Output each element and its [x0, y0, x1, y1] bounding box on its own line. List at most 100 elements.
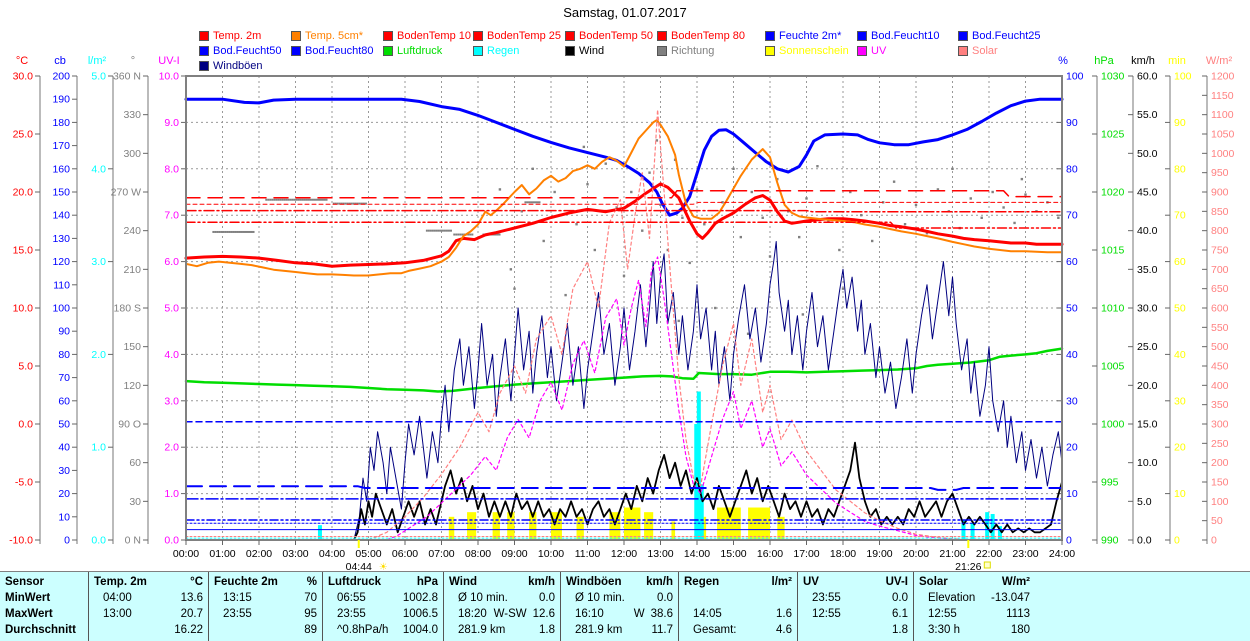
- tick-label: 20.0: [13, 187, 34, 199]
- sun-icon: ☀: [379, 562, 388, 571]
- stats-cell: 12:55 1113: [914, 606, 1035, 622]
- cell-values: 16.22: [174, 622, 208, 638]
- tick-label: 2.0: [91, 349, 106, 361]
- series-temp-5cm: [185, 119, 1063, 277]
- tick-label: 0.0: [91, 535, 106, 547]
- gridlines: [185, 76, 1063, 540]
- legend-label: Bod.Feucht80: [305, 44, 374, 57]
- tick-label: 60: [58, 395, 70, 407]
- tick-label: 25.0: [13, 129, 34, 141]
- stats-col-sensor: Sensor MinWert MaxWert Durchschnitt: [0, 572, 88, 641]
- x-tick-label: 12:00: [611, 548, 637, 560]
- tick-label: 210: [123, 264, 141, 276]
- tick-label: 995: [1101, 477, 1119, 489]
- tick-label: 60: [1174, 256, 1186, 268]
- tick-label: 700: [1211, 264, 1229, 276]
- tick-label: 550: [1211, 322, 1229, 334]
- stats-col-regen: Regen l/m² 14:05 1.6 Gesamt: 4.6: [678, 572, 797, 641]
- stats-row-label: MaxWert: [0, 606, 88, 622]
- tick-label: 20: [1066, 442, 1078, 454]
- stats-cell: ^0.8hPa/h 1004.0: [323, 622, 443, 638]
- legend-item-bod-feucht10: Bod.Feucht10: [857, 29, 940, 42]
- series-wind: [185, 441, 1063, 541]
- sensor-name: Regen: [684, 576, 720, 588]
- stats-col-temp-2m: Temp. 2m °C 04:00 13.6 13:00 20.7 16.22: [88, 572, 208, 641]
- x-tick-label: 17:00: [793, 548, 819, 560]
- cell-value: 11.7: [651, 624, 673, 636]
- tick-label: 1200: [1211, 71, 1235, 83]
- series-richtung: [212, 139, 1060, 335]
- cell-time: [798, 622, 812, 638]
- stats-col-header: Solar W/m²: [914, 574, 1035, 590]
- cell-value: 0.0: [657, 592, 673, 604]
- sensor-unit: l/m²: [771, 576, 792, 588]
- tick-label: 30: [1066, 395, 1078, 407]
- cell-values: W 38.6: [634, 606, 678, 622]
- temp-2m-swatch-icon: [199, 30, 209, 41]
- cell-values: -13.047: [991, 590, 1035, 606]
- tick-label: 300: [1211, 419, 1229, 431]
- tick-label: 50: [58, 419, 70, 431]
- tick-label: 20: [1174, 442, 1186, 454]
- legend-item-feuchte-2m: Feuchte 2m*: [765, 29, 841, 42]
- axis-unit-label: UV-I: [158, 55, 179, 67]
- cell-time: [89, 622, 103, 638]
- cell-time: Gesamt:: [693, 624, 737, 636]
- legend-item-sonnenschein: Sonnenschein: [765, 44, 849, 57]
- x-tick-label: 10:00: [538, 548, 564, 560]
- tick-label: 0 N: [125, 535, 141, 547]
- sensor-name: Solar: [919, 576, 948, 588]
- tick-label: 15.0: [1137, 419, 1158, 431]
- row-label: MaxWert: [5, 608, 53, 620]
- series-uv: [386, 256, 968, 541]
- legend-label: Sonnenschein: [779, 44, 849, 57]
- tick-label: 800: [1211, 225, 1229, 237]
- cell-value: 1.8: [892, 624, 908, 636]
- sensor-name: Temp. 2m: [94, 576, 147, 588]
- tick-label: 50: [1211, 515, 1223, 527]
- legend-item-luftdruck: Luftdruck: [383, 44, 442, 57]
- cell-time: 23:55: [812, 592, 841, 604]
- stats-cell: 1.8: [798, 622, 913, 638]
- legend: Temp. 2m Temp. 5cm* BodenTemp 10 BodenTemp …: [0, 0, 1250, 75]
- cell-value: 1006.5: [402, 608, 438, 620]
- x-tick-label: 18:00: [830, 548, 856, 560]
- tick-label: 10.0: [159, 71, 180, 83]
- tick-label: 110: [53, 279, 70, 291]
- stats-cell: 3:30 h 180: [914, 622, 1035, 638]
- cell-value: 1.6: [776, 608, 792, 620]
- cell-time: [209, 622, 223, 638]
- tick-label: 30: [1174, 395, 1186, 407]
- sensor-unit: %: [306, 576, 317, 588]
- stats-col-header: Temp. 2m °C: [89, 574, 208, 590]
- bodentemp-80-swatch-icon: [657, 30, 667, 41]
- x-tick-label: 04:00: [319, 548, 345, 560]
- regen-swatch-icon: [473, 45, 483, 56]
- tick-label: 0: [64, 535, 70, 547]
- tick-label: 240: [123, 225, 141, 237]
- axis-right-hpa: hPa 990 995 1000 1005 1010 1015 1020 1025 1030: [1092, 55, 1125, 547]
- tick-label: 40: [58, 442, 70, 454]
- tick-label: 5.0: [18, 361, 33, 373]
- tick-label: 1.0: [164, 488, 179, 500]
- cell-value: 12.6: [532, 608, 555, 620]
- series-bodentemp-10: [185, 190, 1063, 199]
- cell-value: 0.0: [892, 592, 908, 604]
- x-tick-label: 09:00: [501, 548, 527, 560]
- tick-label: 10: [58, 511, 70, 523]
- x-tick-label: 06:00: [392, 548, 418, 560]
- cell-time: 281.9 km: [458, 624, 506, 636]
- legend-label: Solar: [972, 44, 998, 57]
- cell-values: 1002.8: [403, 590, 443, 606]
- tick-label: 180 S: [114, 303, 141, 315]
- cell-value: 4.6: [776, 624, 792, 636]
- series-bodentemp-80: [185, 221, 1063, 229]
- bod-feucht50-swatch-icon: [199, 45, 209, 56]
- stats-cell: Ø 10 min. 0.0: [561, 590, 678, 606]
- legend-label: Bod.Feucht50: [213, 44, 282, 57]
- tick-label: 120: [123, 380, 141, 392]
- tick-label: 40.0: [1137, 225, 1158, 237]
- series-windb-en: [185, 241, 1063, 541]
- tick-label: 150: [1211, 477, 1229, 489]
- tick-label: 350: [1211, 399, 1229, 411]
